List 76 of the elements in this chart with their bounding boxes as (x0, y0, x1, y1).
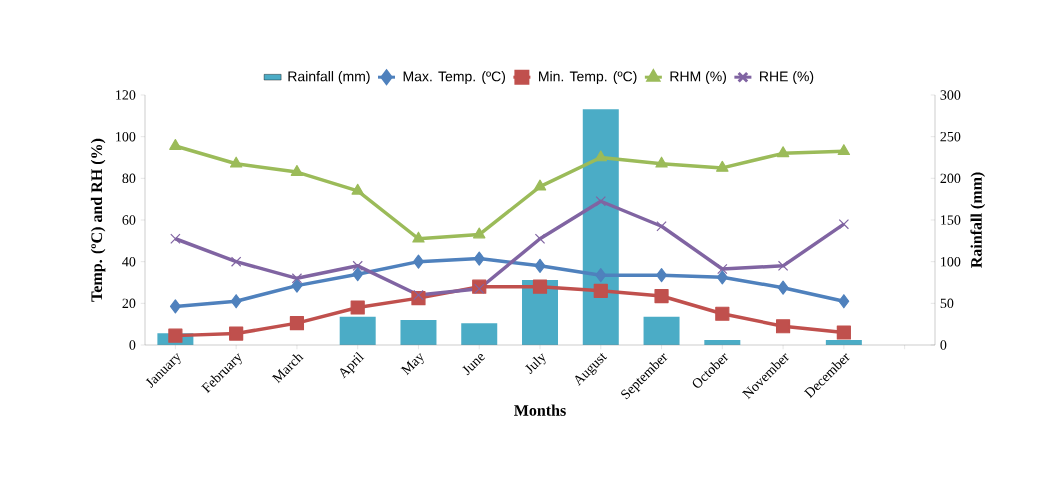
point (838, 294, 850, 309)
point (413, 289, 424, 301)
point (654, 288, 669, 304)
bar (400, 320, 437, 345)
legend-label: Rainfall (mm) (288, 71, 370, 85)
point (715, 306, 730, 321)
point (777, 260, 789, 272)
legend-label: RHM (%) (670, 71, 727, 85)
point (532, 279, 548, 294)
point (412, 254, 424, 269)
x-tick-label: May (400, 352, 424, 376)
point (594, 150, 608, 162)
y2-tick-label: 250 (940, 131, 961, 142)
x-tick-label: June (462, 354, 485, 376)
point (777, 280, 789, 295)
legend-label: Max. Temp. (ºC) (403, 71, 506, 85)
point (473, 227, 486, 239)
point (776, 146, 790, 158)
point (716, 160, 729, 172)
y2-tick-label: 150 (941, 215, 961, 225)
bar (461, 323, 498, 345)
point (656, 268, 668, 283)
bar (339, 316, 376, 345)
y-tick-label: 120 (116, 90, 136, 100)
y-tick-label: 0 (129, 340, 136, 350)
y-tick-label: 100 (116, 131, 136, 142)
point (229, 326, 244, 341)
point (656, 221, 667, 232)
y2-tick-label: 50 (940, 298, 954, 309)
bar (643, 316, 680, 345)
point (717, 263, 728, 275)
point (230, 256, 242, 267)
x-axis-title: Months (514, 404, 566, 416)
point (229, 156, 243, 168)
point (170, 233, 181, 244)
point (290, 164, 304, 176)
point (291, 278, 303, 293)
y-tick-label: 60 (122, 215, 136, 225)
x-tick-label: July (525, 353, 546, 375)
point (595, 196, 606, 207)
point (595, 268, 607, 283)
point (350, 300, 365, 315)
point (474, 283, 485, 294)
y2-tick-label: 200 (940, 173, 961, 184)
point (230, 294, 242, 309)
point (836, 325, 851, 340)
y-axis-title: Temp. (ºC) and RH (%) (90, 138, 106, 302)
point (351, 183, 364, 195)
point (534, 258, 546, 273)
point (352, 267, 364, 282)
y2-tick-label: 300 (940, 90, 961, 100)
point (593, 283, 608, 298)
y-tick-label: 40 (122, 256, 136, 267)
y-tick-label: 20 (122, 298, 136, 309)
point (168, 328, 183, 343)
point (837, 144, 851, 156)
legend-label: Min. Temp. (ºC) (539, 71, 637, 85)
point (169, 138, 182, 150)
point (534, 233, 546, 244)
y-tick-label: 80 (122, 173, 136, 184)
point (412, 231, 425, 243)
point (289, 316, 305, 331)
y2-axis-title: Rainfall (mm) (970, 172, 986, 268)
point (533, 179, 547, 191)
point (473, 251, 485, 266)
point (169, 299, 181, 314)
point (775, 319, 791, 334)
legend-label: RHE (%) (760, 71, 814, 85)
point (838, 218, 850, 230)
y2-tick-label: 100 (941, 256, 961, 267)
point (352, 260, 363, 272)
y2-tick-label: 0 (940, 340, 947, 350)
point (655, 156, 668, 168)
point (716, 270, 728, 285)
point (291, 273, 303, 284)
bar (582, 109, 619, 345)
